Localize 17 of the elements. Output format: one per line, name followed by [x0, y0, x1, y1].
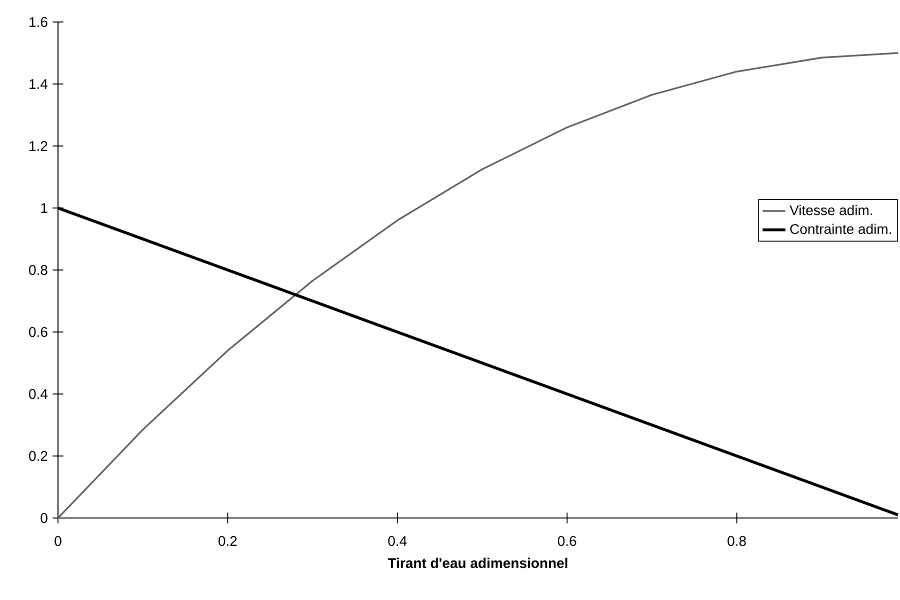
y-tick-label: 0.6 [29, 327, 48, 337]
x-tick-label: 0.8 [728, 536, 746, 546]
y-tick-label: 1 [41, 203, 48, 213]
x-axis-title: Tirant d'eau adimensionnel [388, 558, 568, 568]
x-tick-label: 0.2 [218, 536, 237, 546]
x-tick-label: 0.4 [388, 536, 407, 546]
y-tick-label: 1.2 [30, 141, 48, 151]
x-tick-label: 0.6 [558, 536, 576, 546]
y-tick-label: 0.2 [29, 451, 48, 461]
y-tick-label: 1.4 [30, 79, 48, 89]
x-tick-label: 0 [54, 536, 62, 546]
y-tick-label: 0.4 [29, 389, 48, 399]
y-tick-label: 1.6 [30, 17, 48, 27]
legend-label: Contrainte adim. [790, 224, 891, 234]
legend-label: Vitesse adim. [790, 204, 872, 216]
y-tick-label: 0.8 [29, 265, 48, 275]
y-tick-label: 0 [40, 513, 48, 523]
